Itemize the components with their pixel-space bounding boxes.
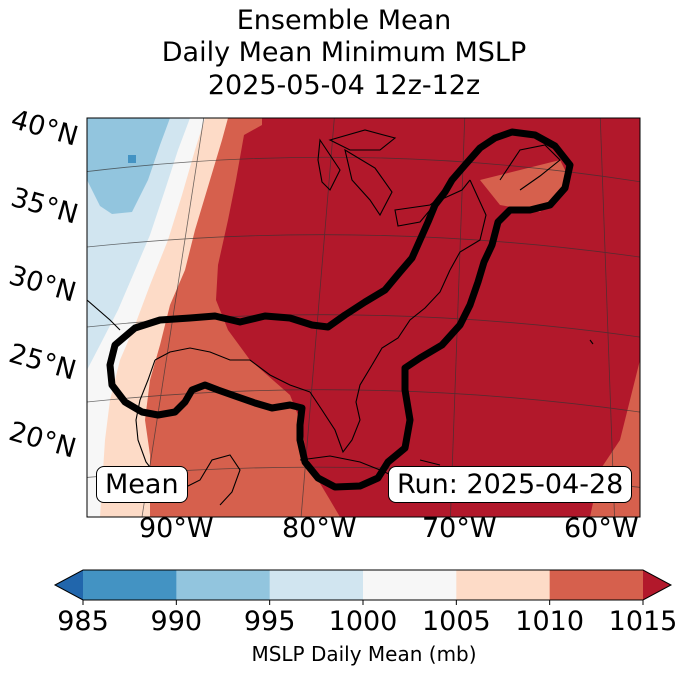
pressure-field-990-cell	[128, 155, 136, 163]
lon-label-90: 90°W	[139, 513, 214, 544]
lon-label-80: 80°W	[282, 513, 357, 544]
run-label: Run: 2025-04-28	[388, 466, 633, 503]
mean-label: Mean	[96, 466, 188, 503]
colorbar-segment	[176, 570, 271, 600]
colorbar-segment	[363, 570, 457, 600]
colorbar-extend-high	[643, 570, 671, 600]
colorbar-segment	[83, 570, 177, 600]
colorbar-segment	[549, 570, 644, 600]
coastlines	[87, 129, 594, 506]
region-outline	[106, 128, 574, 491]
title-line-2: Daily Mean Minimum MSLP	[161, 37, 527, 68]
colorbar-extend-low	[55, 570, 83, 600]
colorbar-tick-985: 985	[57, 606, 109, 637]
colorbar-tick-1000: 1000	[328, 606, 398, 637]
colorbar-tick-995: 995	[243, 606, 296, 637]
pressure-field-990	[87, 118, 170, 214]
colorbar-tick-1015: 1015	[608, 606, 678, 637]
map-frame	[86, 117, 641, 518]
lon-label-70: 70°W	[422, 513, 497, 544]
colorbar-tick-1010: 1010	[515, 606, 585, 637]
colorbar-segment	[456, 570, 551, 600]
title-line-3: 2025-05-04 12z-12z	[207, 70, 481, 101]
lon-label-60: 60°W	[564, 513, 639, 544]
colorbar-tick-990: 990	[150, 606, 203, 637]
colorbar-label: MSLP Daily Mean (mb)	[251, 642, 477, 666]
colorbar-tick-1005: 1005	[421, 606, 491, 637]
title-line-1: Ensemble Mean	[236, 5, 452, 36]
colorbar-segment	[269, 570, 364, 600]
